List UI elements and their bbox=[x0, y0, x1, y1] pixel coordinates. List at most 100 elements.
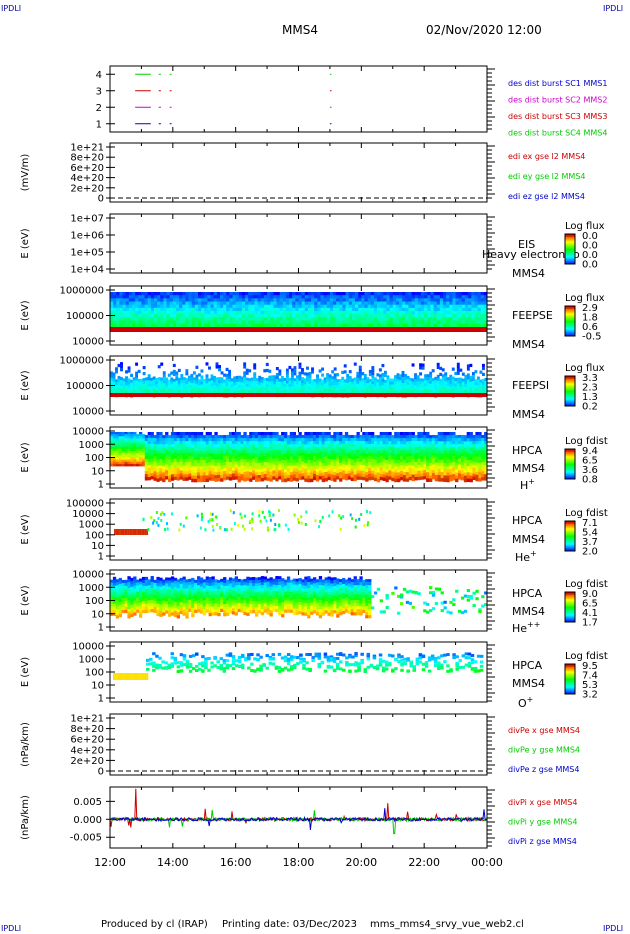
spectrogram-cell bbox=[304, 298, 309, 302]
spectrogram-cell bbox=[173, 464, 178, 469]
spectrogram-cell bbox=[182, 323, 186, 328]
spectrogram-cell bbox=[289, 459, 294, 464]
spectrogram-cell bbox=[441, 383, 445, 387]
spectrogram-cell bbox=[394, 472, 398, 477]
spectrogram-cell bbox=[147, 374, 151, 378]
spectrogram-cell bbox=[263, 443, 267, 448]
spectrogram-cell bbox=[471, 320, 475, 325]
spectrogram-cell bbox=[466, 376, 470, 380]
spectrogram-cell bbox=[311, 367, 314, 371]
spectrogram-cell bbox=[446, 292, 450, 296]
spectrogram-cell bbox=[179, 470, 183, 474]
spectrogram-cell bbox=[141, 457, 146, 461]
spectrogram-cell bbox=[115, 449, 120, 452]
spectrogram-cell bbox=[163, 298, 168, 302]
spectrogram-cell bbox=[208, 441, 212, 445]
spectrogram-cell bbox=[147, 464, 151, 469]
spectrogram-cell bbox=[199, 463, 204, 467]
spectrogram-cell bbox=[433, 320, 438, 325]
spectrogram-cell bbox=[210, 314, 215, 318]
spectrogram-cell bbox=[376, 456, 381, 461]
spectrogram-cell bbox=[207, 314, 212, 318]
spectrogram-cell bbox=[159, 438, 163, 442]
spectrogram-cell bbox=[382, 477, 386, 481]
spectrogram-cell bbox=[458, 470, 462, 474]
spectrogram-cell bbox=[185, 465, 189, 469]
spectrogram-cell bbox=[320, 295, 325, 299]
spectrogram-cell bbox=[199, 459, 204, 464]
spectrogram-cell bbox=[120, 389, 123, 393]
spectrogram-cell bbox=[452, 314, 457, 318]
spectrogram-cell bbox=[366, 377, 370, 381]
spectrogram-cell bbox=[199, 478, 204, 483]
spectrogram-cell bbox=[228, 444, 233, 448]
spectrogram-cell bbox=[364, 307, 369, 312]
spectrogram-cell bbox=[328, 380, 332, 384]
spectrogram-cell bbox=[246, 444, 250, 448]
spectrogram-cell bbox=[321, 475, 325, 480]
colorbar-cell bbox=[565, 395, 575, 397]
spectrogram-cell bbox=[214, 465, 218, 470]
spectrogram-cell bbox=[426, 447, 430, 451]
spectrogram-cell bbox=[182, 380, 186, 384]
spectrogram-cell bbox=[131, 314, 136, 318]
spectrogram-cell bbox=[405, 317, 409, 321]
spectrogram-cell bbox=[115, 451, 120, 454]
spectrogram-cell bbox=[229, 301, 234, 306]
spectrogram-cell bbox=[382, 447, 386, 451]
spectrogram-cell bbox=[353, 465, 357, 470]
spectrogram-cell bbox=[159, 462, 163, 466]
spectrogram-cell bbox=[399, 304, 403, 309]
spectrogram-cell bbox=[292, 450, 296, 454]
spectrogram-cell bbox=[223, 450, 227, 454]
spectrogram-cell bbox=[284, 472, 288, 476]
spectrogram-cell bbox=[385, 432, 389, 436]
spectrogram-cell bbox=[205, 463, 209, 467]
spectrogram-cell bbox=[439, 314, 444, 318]
spectrogram-cell bbox=[279, 320, 284, 325]
spectrogram-cell bbox=[116, 298, 120, 302]
spectrogram-cell bbox=[421, 320, 425, 325]
y-axis-label: E (eV) bbox=[20, 300, 31, 330]
y-tick-label: 1000000 bbox=[59, 356, 104, 367]
spectrogram-cell bbox=[141, 463, 146, 467]
spectrogram-cell bbox=[231, 446, 236, 451]
spectrogram-cell bbox=[243, 471, 247, 476]
spectrogram-cell bbox=[355, 292, 359, 296]
spectrogram-cell bbox=[165, 470, 169, 474]
spectrogram-cell bbox=[231, 473, 236, 477]
spectrogram-cell bbox=[182, 435, 186, 439]
spectrogram-cell bbox=[197, 456, 201, 461]
spectrogram-cell bbox=[160, 314, 164, 318]
spectrogram-cell bbox=[469, 378, 473, 383]
spectrogram-cell bbox=[388, 381, 392, 385]
spectrogram-cell bbox=[292, 447, 296, 451]
spectrogram-cell bbox=[229, 323, 234, 328]
spectrogram-cell bbox=[257, 304, 262, 309]
spectrogram-cell bbox=[452, 468, 456, 472]
spectrogram-cell bbox=[260, 444, 265, 448]
spectrogram-cell bbox=[207, 323, 212, 328]
spectrogram-cell bbox=[336, 473, 340, 477]
spectrogram-cell bbox=[347, 464, 352, 468]
spectrogram-cell bbox=[458, 452, 462, 457]
spectrogram-cell bbox=[139, 438, 143, 441]
spectrogram-cell bbox=[298, 437, 302, 442]
spectrogram-cell bbox=[210, 295, 215, 299]
spectrogram-cell bbox=[231, 464, 236, 469]
spectrogram-cell bbox=[391, 468, 395, 473]
spectrogram-cell bbox=[361, 301, 365, 306]
spectrogram-cell bbox=[234, 476, 238, 480]
spectrogram-cell bbox=[138, 314, 142, 318]
spectrogram-cell bbox=[452, 323, 457, 328]
spectrogram-cell bbox=[147, 301, 152, 306]
spectrogram-cell bbox=[112, 440, 117, 444]
spectrogram-cell bbox=[417, 298, 422, 302]
spectrogram-cell bbox=[157, 383, 161, 387]
spectrogram-cell bbox=[463, 469, 468, 473]
spectrogram-cell bbox=[399, 383, 402, 387]
spectrogram-cell bbox=[142, 384, 146, 388]
spectrogram-cell bbox=[301, 458, 305, 462]
spectrogram-cell bbox=[162, 472, 166, 476]
spectrogram-cell bbox=[330, 441, 334, 445]
